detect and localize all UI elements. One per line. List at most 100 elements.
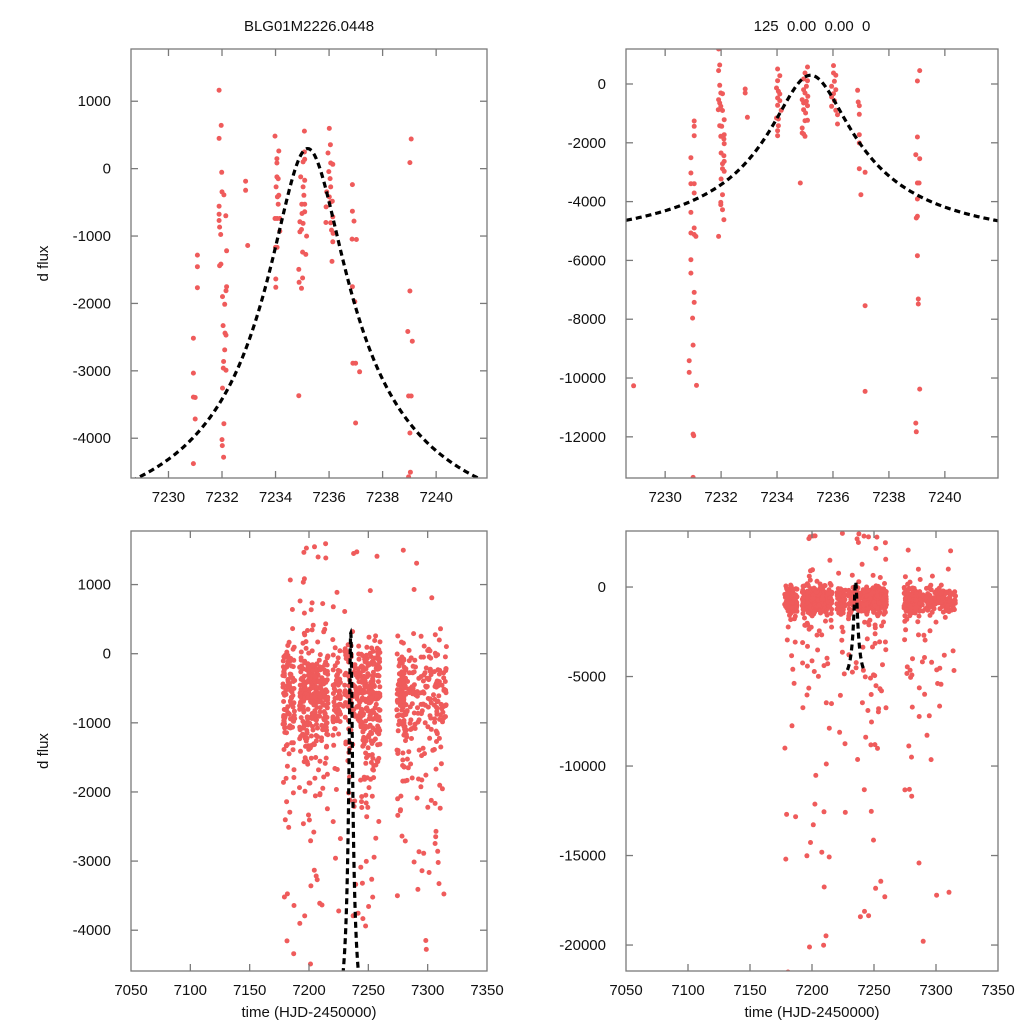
data-point <box>688 257 694 263</box>
data-point <box>320 601 326 607</box>
data-point <box>217 224 223 230</box>
data-point <box>361 774 367 780</box>
data-point <box>334 673 340 679</box>
data-point <box>327 142 333 148</box>
data-point <box>290 626 296 632</box>
data-point <box>410 663 416 669</box>
data-point <box>281 779 286 785</box>
y-tick-label: -5000 <box>568 669 606 686</box>
data-point <box>317 652 323 658</box>
data-point <box>938 590 944 596</box>
data-point <box>219 443 225 449</box>
data-point <box>873 885 879 891</box>
data-point <box>284 938 290 944</box>
data-point <box>907 667 913 673</box>
data-point <box>364 706 370 712</box>
data-point <box>840 629 846 635</box>
data-point <box>330 667 336 673</box>
data-point <box>302 913 308 919</box>
data-point <box>862 674 868 680</box>
data-point <box>419 701 425 707</box>
data-point <box>788 617 794 623</box>
data-point <box>396 671 402 677</box>
data-point <box>302 686 308 692</box>
data-point <box>284 730 289 736</box>
data-point <box>347 774 352 780</box>
data-point <box>944 608 950 614</box>
data-point <box>916 860 922 866</box>
data-point <box>428 797 434 803</box>
data-point <box>317 667 323 673</box>
data-point <box>806 604 812 610</box>
data-point <box>406 690 412 696</box>
data-point <box>317 694 323 700</box>
data-points <box>280 541 449 967</box>
data-point <box>916 180 922 186</box>
data-point <box>330 819 336 825</box>
data-point <box>836 570 842 576</box>
data-point <box>929 573 935 579</box>
data-point <box>322 662 328 668</box>
data-point <box>359 805 365 810</box>
data-point <box>839 624 845 630</box>
data-point <box>404 756 410 762</box>
data-point <box>814 632 820 638</box>
data-point <box>328 184 334 190</box>
data-point <box>879 688 884 694</box>
data-point <box>368 711 374 717</box>
data-point <box>274 194 280 200</box>
data-point <box>916 685 922 691</box>
data-point <box>325 150 331 156</box>
data-point <box>859 561 865 567</box>
data-point <box>372 638 378 643</box>
panel-bottom-right: 7050 7100 7150 7200 7250 7300 7350 0 -5000 -10000… <box>559 530 1015 1021</box>
data-point <box>865 708 871 713</box>
data-point <box>362 689 368 695</box>
data-point <box>300 821 306 827</box>
data-point <box>744 114 750 120</box>
data-point <box>329 198 335 204</box>
data-point <box>868 692 874 697</box>
x-tick-label: 7300 <box>411 982 444 999</box>
data-point <box>432 800 438 806</box>
data-point <box>308 699 314 705</box>
data-point <box>913 605 918 611</box>
data-point <box>190 335 196 341</box>
y-tick-label: -12000 <box>559 429 606 446</box>
data-point <box>402 838 408 844</box>
data-point <box>345 704 351 710</box>
x-tick-label: 7232 <box>205 489 238 506</box>
data-point <box>356 702 362 708</box>
data-point <box>793 592 799 598</box>
data-point <box>927 628 933 634</box>
x-tick-label: 7230 <box>152 489 185 506</box>
y-tick-label: 1000 <box>78 577 111 594</box>
data-point <box>405 679 411 684</box>
data-point <box>418 674 424 680</box>
data-point <box>404 734 410 740</box>
data-point <box>827 557 833 563</box>
data-point <box>408 393 414 399</box>
data-point <box>815 597 821 603</box>
data-point <box>289 607 295 612</box>
data-point <box>311 678 317 683</box>
data-point <box>298 669 304 675</box>
data-point <box>330 637 336 643</box>
data-point <box>302 788 308 794</box>
data-point <box>363 858 369 864</box>
data-point <box>337 694 343 699</box>
data-point <box>805 93 811 99</box>
data-point <box>194 252 200 258</box>
data-point <box>904 616 910 622</box>
y-tick-label: -1000 <box>73 228 111 245</box>
data-point <box>824 612 830 618</box>
data-point <box>947 593 953 599</box>
data-point <box>216 203 222 209</box>
data-point <box>859 700 865 706</box>
data-point <box>857 914 863 920</box>
data-point <box>808 840 813 845</box>
data-point <box>693 233 699 239</box>
data-point <box>286 751 292 757</box>
data-point <box>441 715 447 721</box>
data-point <box>343 739 349 745</box>
